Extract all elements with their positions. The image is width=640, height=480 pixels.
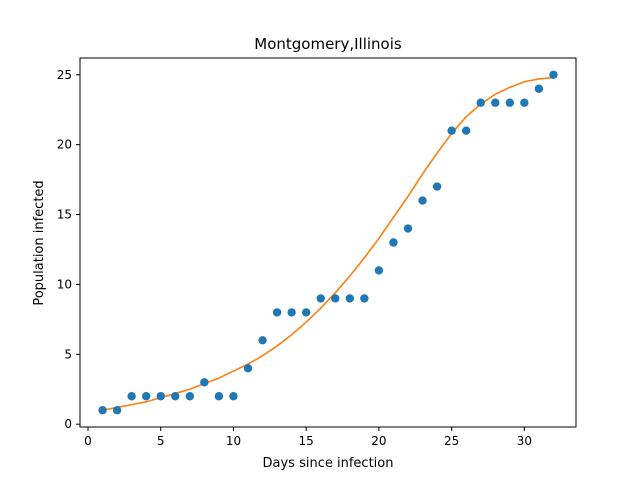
data-point [156,392,165,401]
y-axis-label: Population infected [32,180,47,305]
data-point [331,294,340,303]
axes-frame [79,57,577,428]
data-point [418,196,427,205]
axes-border [79,57,577,428]
x-tick-label: 25 [444,434,459,448]
data-point [185,392,195,401]
y-tick-label: 20 [57,138,72,152]
x-tick-label: 0 [84,434,92,448]
data-point [549,70,558,79]
x-axis: 0 5 10 15 20 25 30 [84,427,532,448]
data-point [141,392,151,401]
fit-line [102,76,554,412]
x-tick-label: 15 [299,434,314,448]
x-tick-label: 20 [371,434,386,448]
x-tick-label: 10 [226,434,241,448]
data-point [520,98,529,107]
data-point [374,266,384,275]
plot-area [98,70,558,415]
y-tick-label: 0 [64,417,72,431]
data-point [200,378,209,387]
data-point [447,126,456,135]
data-point [243,364,253,373]
data-point [127,392,136,401]
data-point [214,392,224,401]
data-point [345,294,355,303]
x-axis-label: Days since infection [263,456,394,471]
data-point [389,238,398,247]
data-point [403,224,413,233]
data-point [432,182,442,191]
data-point [272,308,282,317]
y-tick-label: 10 [57,277,72,291]
data-point [476,98,485,107]
data-point [491,98,500,107]
data-point [287,308,296,317]
data-point [505,98,515,107]
y-tick-label: 15 [57,208,72,222]
x-tick-label: 5 [157,434,165,448]
data-point [171,392,180,401]
x-tick-label: 30 [517,434,532,448]
data-point [258,336,267,345]
y-tick-label: 25 [57,68,72,82]
data-point [301,308,311,317]
chart-title: Montgomery,Illinois [254,35,402,53]
y-tick-label: 5 [64,347,72,361]
data-point [461,126,471,135]
data-point [534,84,544,93]
y-axis: 0 5 10 15 20 25 [57,68,80,431]
data-point [316,294,325,303]
data-point [98,406,107,415]
data-point [229,392,238,401]
data-point [360,294,369,303]
data-point [112,406,122,415]
